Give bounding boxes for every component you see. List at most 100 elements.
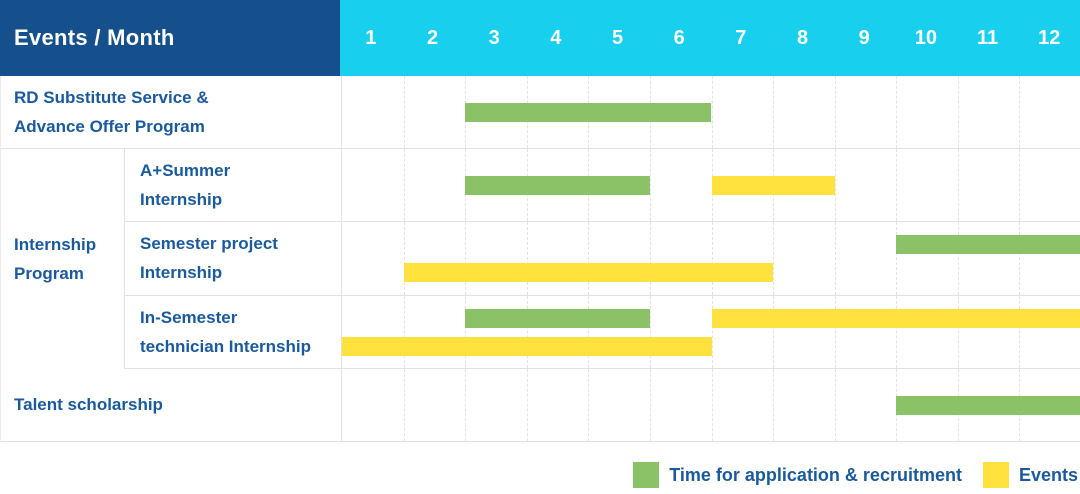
month-gridline — [773, 76, 775, 149]
row-label-line: technician Internship — [140, 336, 311, 356]
table-header: Events / Month 1 2 3 4 5 6 7 8 9 10 11 12 — [0, 0, 1080, 76]
month-gridline — [957, 76, 959, 149]
gantt-bar-events — [711, 308, 1080, 328]
month-header-cell: 8 — [796, 26, 809, 49]
month-gridline — [1019, 76, 1021, 149]
legend-item: Events — [982, 462, 1078, 488]
month-gridline — [834, 222, 836, 295]
month-header-cell: 2 — [426, 26, 439, 49]
legend-label: Events — [1018, 464, 1078, 485]
row-label-line: Semester project — [140, 234, 278, 254]
month-gridline — [957, 149, 959, 222]
month-gridline — [773, 222, 775, 295]
row-group-label: Internship Program — [1, 149, 125, 369]
month-gridline — [711, 368, 713, 441]
row-label-line: In-Semester — [140, 307, 238, 327]
legend: Time for application & recruitment Events — [0, 461, 1078, 489]
row-label-line: Talent scholarship — [14, 395, 163, 415]
month-header-cell: 12 — [1038, 26, 1061, 49]
month-gridline — [588, 295, 590, 368]
month-gridline — [588, 222, 590, 295]
table-row: Talent scholarship — [1, 368, 1080, 442]
month-gridline — [649, 222, 651, 295]
legend-item: Time for application & recruitment — [633, 462, 962, 488]
row-label-line: Internship — [140, 190, 223, 210]
legend-swatch-application — [633, 462, 660, 488]
row-chart-area — [341, 368, 1080, 441]
month-gridline — [649, 149, 651, 222]
legend-label: Time for application & recruitment — [669, 464, 962, 485]
month-gridline — [465, 222, 467, 295]
month-gridline — [403, 149, 405, 222]
month-gridline — [834, 295, 836, 368]
month-gridline — [773, 368, 775, 441]
month-gridline — [834, 368, 836, 441]
month-gridline — [1019, 295, 1021, 368]
row-label-line: Advance Offer Program — [14, 117, 205, 137]
row-label-line: RD Substitute Service & — [14, 88, 209, 108]
month-gridline — [649, 368, 651, 441]
month-gridline — [896, 76, 898, 149]
month-gridline — [1019, 149, 1021, 222]
gantt-bar-application — [465, 308, 650, 328]
row-label: In-Semester technician Internship — [125, 296, 341, 368]
gantt-bar-application — [896, 235, 1080, 255]
month-header-cell: 11 — [976, 26, 999, 49]
row-chart-area — [341, 295, 1080, 368]
month-gridline — [711, 295, 713, 368]
month-gridline — [403, 76, 405, 149]
month-gridline — [649, 295, 651, 368]
month-gridline — [957, 222, 959, 295]
corner-header-cell: Events / Month — [0, 0, 340, 76]
month-header-row: 1 2 3 4 5 6 7 8 9 10 11 12 — [340, 0, 1080, 76]
month-header-cell: 7 — [735, 26, 747, 49]
month-header-cell: 3 — [488, 26, 500, 49]
month-header-cell: 6 — [673, 26, 685, 49]
month-gridline — [834, 76, 836, 149]
month-gridline — [465, 368, 467, 441]
row-label: RD Substitute Service & Advance Offer Pro… — [1, 76, 341, 148]
month-gridline — [526, 222, 528, 295]
table-row: Semester project Internship — [1, 222, 1080, 296]
month-gridline — [834, 149, 836, 222]
month-header-cell: 1 — [365, 26, 377, 49]
month-gridline — [896, 222, 898, 295]
row-label: Talent scholarship — [1, 369, 341, 441]
month-header-cell: 5 — [611, 26, 624, 49]
row-label-line: Internship — [140, 263, 223, 283]
month-gridline — [465, 295, 467, 368]
month-gridline — [403, 222, 405, 295]
gantt-bar-events — [342, 336, 712, 356]
gantt-bar-events — [711, 176, 835, 196]
month-gridline — [896, 295, 898, 368]
month-gridline — [403, 368, 405, 441]
month-gridline — [711, 222, 713, 295]
month-gridline — [526, 368, 528, 441]
table-body: RD Substitute Service & Advance Offer Pro… — [0, 76, 1080, 442]
row-chart-area — [341, 76, 1080, 149]
row-label: Semester project Internship — [125, 222, 341, 294]
table-row: RD Substitute Service & Advance Offer Pro… — [1, 76, 1080, 150]
row-label: A+Summer Internship — [125, 149, 341, 221]
month-gridline — [526, 295, 528, 368]
month-gridline — [773, 295, 775, 368]
month-gridline — [1019, 222, 1021, 295]
month-header-cell: 4 — [550, 26, 562, 49]
gantt-bar-application — [896, 395, 1080, 415]
legend-swatch-events — [982, 462, 1009, 488]
month-gridline — [957, 295, 959, 368]
month-gridline — [588, 368, 590, 441]
gantt-bar-application — [465, 176, 650, 196]
month-header-cell: 9 — [858, 26, 870, 49]
gantt-bar-events — [403, 263, 774, 283]
gantt-bar-application — [465, 103, 712, 123]
month-gridline — [403, 295, 405, 368]
month-gridline — [711, 76, 713, 149]
month-header-cell: 10 — [914, 26, 937, 49]
row-chart-area — [341, 149, 1080, 222]
month-gridline — [896, 149, 898, 222]
row-label-line: A+Summer — [140, 161, 231, 181]
row-chart-area — [341, 222, 1080, 295]
table-row: A+Summer Internship — [1, 149, 1080, 223]
